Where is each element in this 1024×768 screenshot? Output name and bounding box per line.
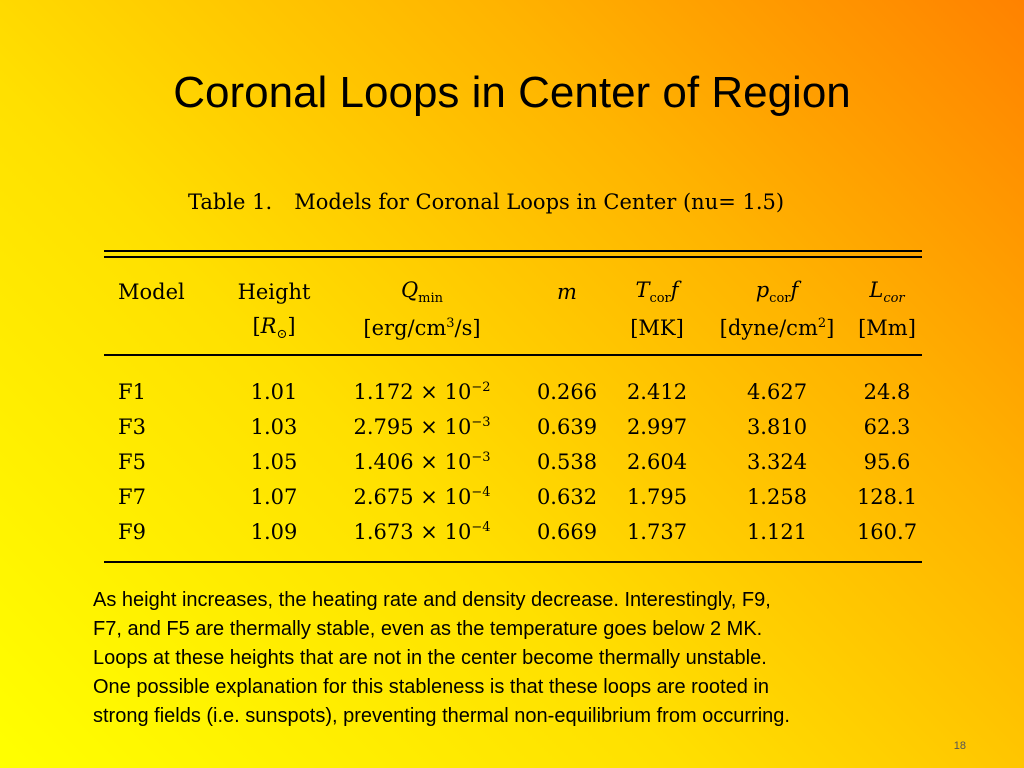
table-header-rule <box>104 354 922 356</box>
header-pcor: pcorf <box>755 277 799 307</box>
cell-height: 1.03 <box>250 414 298 439</box>
header-lcor-unit: [Mm] <box>858 316 916 340</box>
body-line: One possible explanation for this stable… <box>93 676 769 698</box>
body-line: F7, and F5 are thermally stable, even as… <box>93 618 763 640</box>
cell-height: 1.07 <box>250 484 298 509</box>
cell-m: 0.639 <box>536 414 598 439</box>
cell-height: 1.09 <box>250 519 298 544</box>
table-row: F5 1.05 1.406 × 10−3 0.538 2.604 3.324 9… <box>104 444 922 479</box>
cell-pcor: 1.121 <box>746 519 808 544</box>
table-caption-text: Models for Coronal Loops in Center (nu= … <box>294 190 785 214</box>
table-row: F7 1.07 2.675 × 10−4 0.632 1.795 1.258 1… <box>104 479 922 514</box>
cell-model: F9 <box>118 519 146 544</box>
cell-tcor: 1.737 <box>626 519 688 544</box>
table-top-rule <box>104 250 922 258</box>
cell-pcor: 1.258 <box>746 484 808 509</box>
cell-m: 0.632 <box>536 484 598 509</box>
cell-model: F1 <box>118 379 146 404</box>
header-model: Model <box>118 280 185 304</box>
cell-model: F5 <box>118 449 146 474</box>
cell-lcor: 95.6 <box>863 449 911 474</box>
cell-lcor: 62.3 <box>863 414 911 439</box>
cell-lcor: 24.8 <box>863 379 911 404</box>
table-caption-label: Table 1. <box>188 190 273 214</box>
body-line: Loops at these heights that are not in t… <box>93 647 767 669</box>
table-header-row-units: [R⊙] [erg/cm3/s] [MK] [dyne/cm2] [Mm] <box>104 310 922 346</box>
cell-lcor: 128.1 <box>856 484 918 509</box>
slide-number: 18 <box>953 740 966 752</box>
header-lcor: Lcor <box>869 277 905 307</box>
cell-pcor: 3.324 <box>746 449 808 474</box>
header-pcor-unit: [dyne/cm2] <box>719 316 835 340</box>
header-height: Height <box>237 280 311 304</box>
table-header-row-names: Model Height Qmin m Tcorf pcorf Lcor <box>104 274 922 310</box>
cell-tcor: 2.412 <box>626 379 688 404</box>
cell-height: 1.05 <box>250 449 298 474</box>
cell-tcor: 2.604 <box>626 449 688 474</box>
table-row: F9 1.09 1.673 × 10−4 0.669 1.737 1.121 1… <box>104 514 922 549</box>
header-tcor: Tcorf <box>635 277 679 307</box>
slide-title: Coronal Loops in Center of Region <box>173 68 851 117</box>
table-caption: Table 1. Models for Coronal Loops in Cent… <box>188 190 784 214</box>
cell-model: F7 <box>118 484 146 509</box>
cell-tcor: 1.795 <box>626 484 688 509</box>
cell-qmin: 1.406 × 10−3 <box>353 449 491 474</box>
slide-body-text: As height increases, the heating rate an… <box>93 586 953 731</box>
body-line: As height increases, the heating rate an… <box>93 589 771 611</box>
cell-qmin: 1.172 × 10−2 <box>353 379 491 404</box>
models-table: Model Height Qmin m Tcorf pcorf Lcor [R⊙… <box>104 250 922 563</box>
table-bottom-rule <box>104 561 922 563</box>
cell-height: 1.01 <box>250 379 298 404</box>
table-row: F1 1.01 1.172 × 10−2 0.266 2.412 4.627 2… <box>104 374 922 409</box>
header-m: m <box>557 280 577 304</box>
cell-model: F3 <box>118 414 146 439</box>
header-qmin-unit: [erg/cm3/s] <box>363 316 481 340</box>
cell-m: 0.538 <box>536 449 598 474</box>
cell-pcor: 3.810 <box>746 414 808 439</box>
cell-lcor: 160.7 <box>856 519 918 544</box>
cell-m: 0.669 <box>536 519 598 544</box>
header-tcor-unit: [MK] <box>630 316 684 340</box>
cell-pcor: 4.627 <box>746 379 808 404</box>
cell-qmin: 1.673 × 10−4 <box>353 519 491 544</box>
cell-qmin: 2.795 × 10−3 <box>353 414 491 439</box>
cell-tcor: 2.997 <box>626 414 688 439</box>
body-line: strong fields (i.e. sunspots), preventin… <box>93 705 790 727</box>
cell-qmin: 2.675 × 10−4 <box>353 484 491 509</box>
table-row: F3 1.03 2.795 × 10−3 0.639 2.997 3.810 6… <box>104 409 922 444</box>
header-qmin: Qmin <box>400 277 444 307</box>
header-height-unit: [R⊙] <box>252 313 296 343</box>
cell-m: 0.266 <box>536 379 598 404</box>
